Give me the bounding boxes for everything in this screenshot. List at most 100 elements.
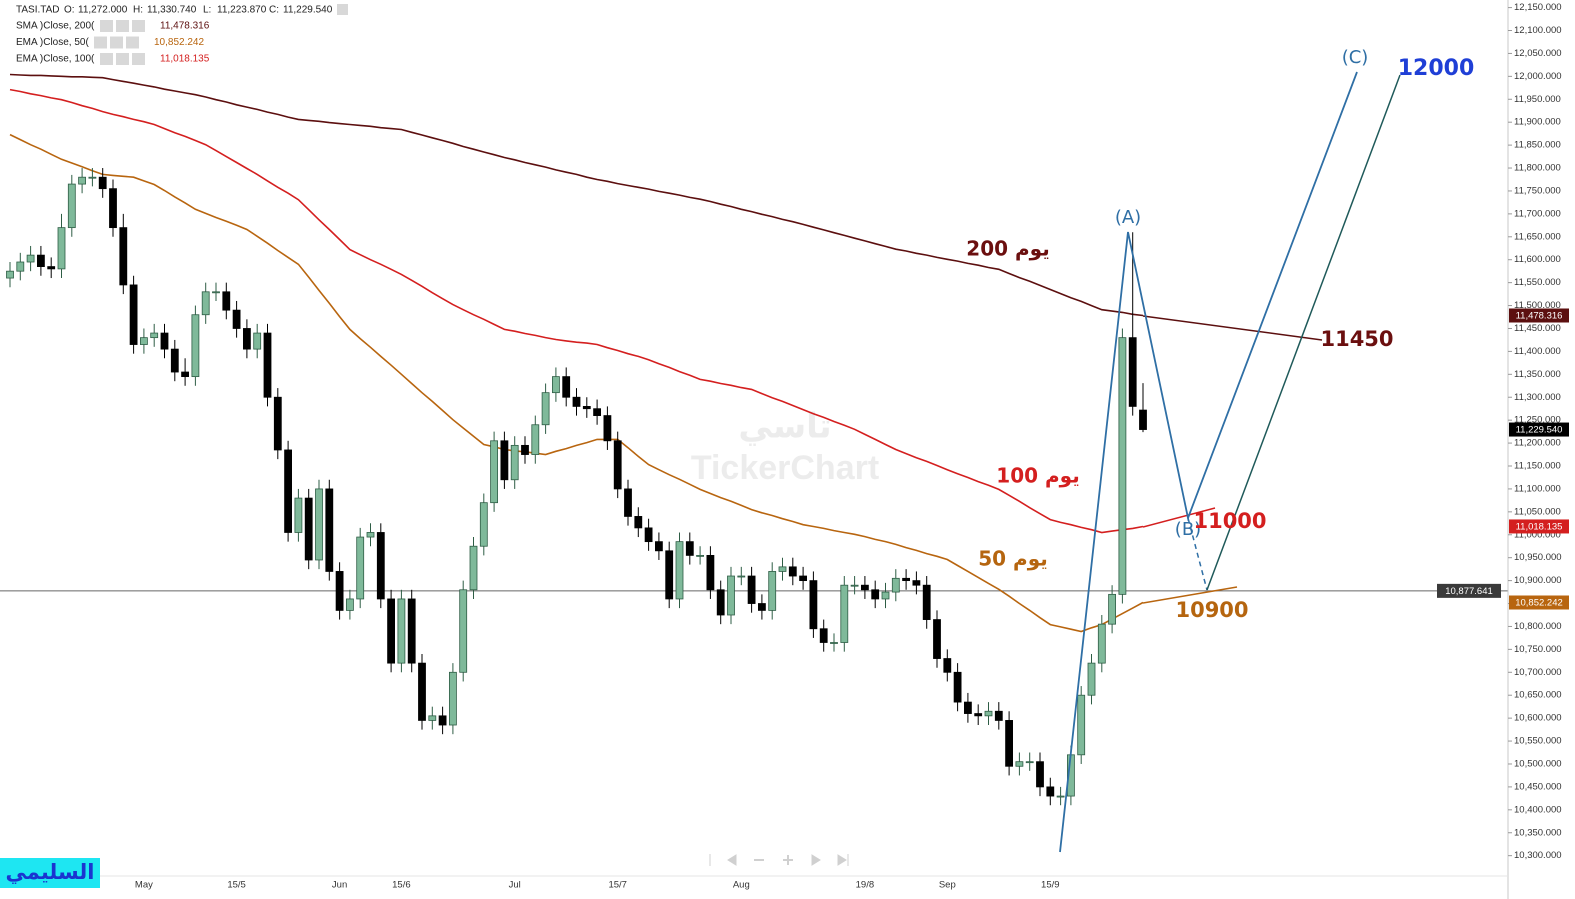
projection-line bbox=[1142, 315, 1323, 341]
candle-body bbox=[984, 710, 993, 717]
candle-body bbox=[696, 554, 704, 557]
candle-body bbox=[922, 584, 931, 620]
legend-icon[interactable] bbox=[132, 20, 145, 32]
legend-icon[interactable] bbox=[94, 36, 107, 49]
axis-background bbox=[1508, 0, 1575, 899]
legend-icon[interactable] bbox=[100, 53, 113, 65]
x-tick-label: 15/5 bbox=[227, 880, 246, 891]
y-tick-label: 10,800.000 bbox=[1514, 621, 1562, 632]
candle-body bbox=[325, 488, 334, 572]
legend-icon[interactable] bbox=[110, 36, 123, 49]
candle-body bbox=[150, 332, 159, 339]
candle-body bbox=[902, 577, 910, 582]
y-tick-label: 12,050.000 bbox=[1514, 48, 1562, 59]
candle-body bbox=[407, 598, 416, 664]
y-tick-label: 10,550.000 bbox=[1514, 736, 1562, 747]
candle-body bbox=[1118, 337, 1127, 595]
legend-icon[interactable] bbox=[126, 36, 139, 49]
candle-body bbox=[1056, 795, 1065, 798]
wave-line bbox=[1059, 71, 1358, 853]
nav-bar[interactable] bbox=[709, 854, 849, 866]
plot-lines bbox=[0, 73, 1508, 633]
header-key: L: bbox=[203, 5, 211, 16]
candle-body bbox=[67, 183, 76, 229]
header-key: O: bbox=[64, 5, 75, 16]
y-tick-label: 11,500.000 bbox=[1514, 300, 1561, 311]
candle-body bbox=[521, 444, 529, 455]
candle-body bbox=[232, 309, 241, 329]
y-tick-label: 11,250.000 bbox=[1514, 415, 1561, 426]
y-tick-label: 11,850.000 bbox=[1514, 140, 1561, 151]
legend: TASI.TAD O: 11,272.000 H: 11,330.740 L: 11,223… bbox=[16, 4, 348, 65]
candle-body bbox=[284, 449, 293, 533]
annotation: 11000 bbox=[1193, 509, 1266, 533]
candle-body bbox=[160, 332, 169, 350]
x-tick-label: Sep bbox=[939, 880, 956, 891]
annotation: يوم 50 bbox=[978, 547, 1048, 571]
candle-body bbox=[716, 589, 725, 616]
legend-icon[interactable] bbox=[116, 20, 129, 32]
candle-body bbox=[737, 575, 746, 578]
candle-body bbox=[572, 396, 581, 407]
header-value: 11,229.540 bbox=[283, 5, 333, 16]
value-box-label: 10,877.641 bbox=[1445, 586, 1493, 597]
candle-body bbox=[201, 291, 210, 316]
header-value: 11,223.870 bbox=[217, 5, 267, 16]
candle-body bbox=[191, 314, 200, 378]
candle-body bbox=[242, 328, 251, 350]
candle-body bbox=[685, 541, 694, 556]
y-tick-label: 10,600.000 bbox=[1514, 713, 1562, 724]
candle-body bbox=[37, 254, 45, 267]
legend-icon bbox=[337, 4, 348, 15]
candle-body bbox=[418, 662, 426, 721]
candle-body bbox=[912, 580, 921, 586]
candle-body bbox=[799, 575, 807, 582]
wave-line bbox=[1187, 517, 1208, 591]
legend-value: 11,478.316 bbox=[160, 21, 210, 32]
candle-body bbox=[562, 376, 571, 398]
y-tick-label: 10,300.000 bbox=[1514, 850, 1562, 861]
y-tick-label: 11,550.000 bbox=[1514, 277, 1561, 288]
x-tick-label: Jul bbox=[509, 880, 521, 891]
legend-name: EMA )Close, 100( bbox=[16, 54, 95, 65]
candle-body bbox=[1046, 786, 1055, 797]
candle-body bbox=[170, 348, 179, 373]
y-tick-label: 11,700.000 bbox=[1514, 208, 1561, 219]
annotation: يوم 200 bbox=[966, 237, 1049, 261]
legend-icon[interactable] bbox=[100, 20, 113, 32]
value-box bbox=[1509, 519, 1569, 534]
projection-line bbox=[1142, 586, 1238, 604]
candle-body bbox=[1025, 761, 1034, 764]
candle-body bbox=[57, 227, 66, 270]
candle-body bbox=[459, 589, 468, 673]
ma-line bbox=[9, 133, 1144, 633]
legend-icon[interactable] bbox=[132, 53, 145, 65]
candle-body bbox=[222, 291, 231, 311]
header-value: 11,330.740 bbox=[147, 5, 197, 16]
candle-body bbox=[840, 584, 849, 643]
candle-body bbox=[531, 424, 540, 455]
candle-body bbox=[644, 527, 653, 543]
candle-body bbox=[469, 545, 478, 591]
value-box bbox=[1509, 422, 1569, 437]
candle-body bbox=[964, 701, 972, 714]
candle-body bbox=[665, 550, 674, 600]
legend-icon[interactable] bbox=[116, 53, 129, 65]
value-box bbox=[1509, 595, 1569, 610]
y-tick-label: 10,450.000 bbox=[1514, 781, 1562, 792]
candle-body bbox=[273, 396, 282, 451]
candle-body bbox=[88, 176, 97, 179]
candle-body bbox=[613, 440, 622, 490]
candle-body bbox=[181, 371, 190, 378]
annotation: (B) bbox=[1175, 519, 1201, 540]
candle-body bbox=[6, 270, 14, 279]
candle-body bbox=[366, 532, 375, 538]
candle-body bbox=[315, 488, 323, 561]
y-tick-label: 11,350.000 bbox=[1514, 369, 1561, 380]
candle-body bbox=[768, 571, 777, 611]
candle-body bbox=[1077, 694, 1086, 756]
ma-line bbox=[9, 73, 1144, 317]
y-axis: 12,150.000 12,100.000 12,050.000 12,000.000… bbox=[135, 2, 1569, 891]
x-tick-label: 15/6 bbox=[392, 880, 411, 891]
